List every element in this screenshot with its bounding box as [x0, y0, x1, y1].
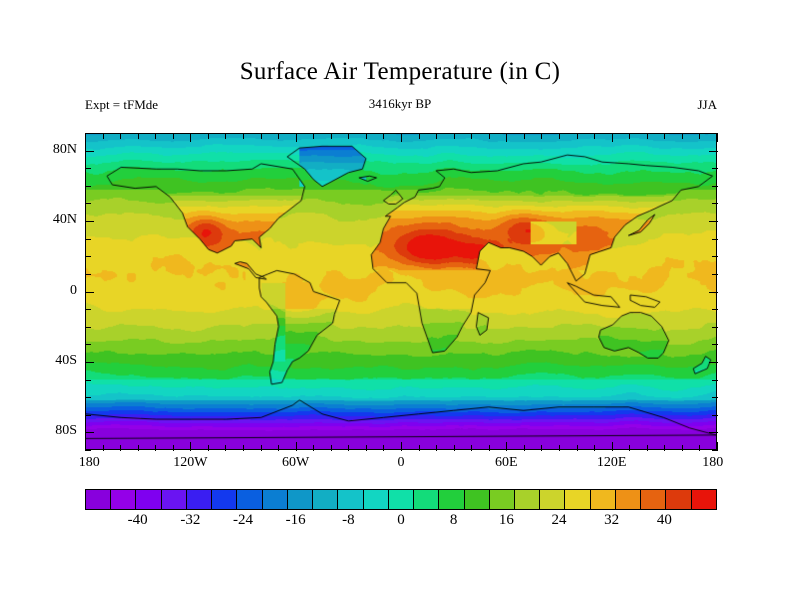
x-tick-label: 60W — [282, 455, 310, 470]
temperature-heatmap — [86, 134, 716, 449]
colorbar-cell — [540, 490, 566, 509]
colorbar-cell — [338, 490, 364, 509]
x-tick-label: 120W — [173, 455, 208, 470]
x-tick-label: 60E — [495, 455, 518, 470]
colorbar-tick-label: -40 — [127, 512, 148, 528]
colorbar-tick-label: -8 — [342, 512, 355, 528]
colorbar-tick-label: 24 — [551, 512, 567, 528]
colorbar-cell — [212, 490, 238, 509]
colorbar-cell — [262, 490, 288, 509]
y-tick-label: 40S — [55, 352, 77, 368]
colorbar-cell — [136, 490, 162, 509]
colorbar-cell — [388, 490, 415, 509]
y-tick-label: 0 — [70, 282, 77, 298]
x-axis-labels: 180 120W 60W 0 60E 120E 180 — [79, 455, 724, 475]
colorbar-cell — [615, 490, 642, 509]
colorbar-gradient — [85, 489, 717, 510]
axis-tick — [717, 442, 718, 451]
colorbar-tick-label: -24 — [233, 512, 253, 528]
colorbar-cell — [565, 490, 591, 509]
axis-tick — [712, 450, 718, 451]
colorbar-cell — [287, 490, 314, 509]
colorbar-cell — [691, 490, 716, 509]
axis-tick — [717, 133, 718, 142]
axis-tick — [85, 450, 91, 451]
x-tick-label: 180 — [78, 455, 100, 470]
colorbar-tick-label: 32 — [604, 512, 620, 528]
y-tick-label: 40N — [52, 212, 77, 228]
colorbar-tick-label: 16 — [498, 512, 514, 528]
colorbar-tick-label: -32 — [180, 512, 201, 528]
colorbar-cell — [666, 490, 692, 509]
colorbar-tick-label: 40 — [656, 512, 672, 528]
season-label: JJA — [697, 97, 717, 112]
colorbar-cell — [186, 490, 213, 509]
y-axis-labels: 80N 40N 0 40S 80S — [25, 133, 77, 450]
colorbar-cell — [489, 490, 515, 509]
figure-subtitle: 3416kyr BP — [368, 96, 432, 111]
colorbar-cell — [514, 490, 541, 509]
colorbar-cell — [86, 490, 112, 509]
page-title: Surface Air Temperature (in C) — [239, 58, 561, 85]
colorbar-cell — [363, 490, 389, 509]
colorbar-cell — [641, 490, 667, 509]
colorbar-tick-label: 8 — [449, 512, 458, 528]
experiment-label: Expt = tFMde — [85, 97, 159, 112]
colorbar-tick-labels: -40 -32 -24 -16 -8 0 8 16 24 32 40 — [85, 512, 717, 534]
colorbar-cell — [111, 490, 137, 509]
x-tick-label: 180 — [702, 455, 724, 470]
x-tick-label: 120E — [596, 455, 627, 470]
colorbar-cell — [464, 490, 490, 509]
colorbar-cell — [590, 490, 616, 509]
colorbar-cell — [414, 490, 440, 509]
colorbar-tick-label: 0 — [397, 512, 405, 528]
map-plot-area — [85, 133, 717, 450]
y-tick-label: 80N — [52, 141, 77, 157]
colorbar-cell — [161, 490, 187, 509]
colorbar-cell — [313, 490, 339, 509]
colorbar-tick-label: -16 — [285, 512, 306, 528]
colorbar — [85, 489, 717, 510]
x-tick-label: 0 — [397, 455, 405, 470]
y-tick-label: 80S — [55, 423, 77, 439]
colorbar-cell — [237, 490, 263, 509]
colorbar-cell — [439, 490, 465, 509]
